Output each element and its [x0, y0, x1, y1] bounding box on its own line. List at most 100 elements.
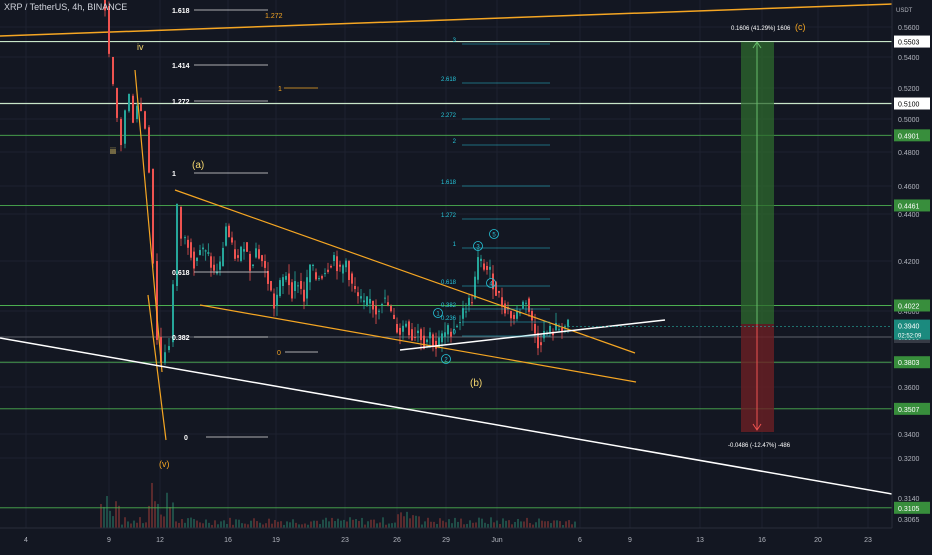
volume-bar [265, 523, 267, 528]
volume-bar [217, 524, 219, 528]
volume-bar [421, 524, 423, 528]
candle-body [390, 306, 392, 312]
candle-body [196, 257, 198, 261]
wave-circle-label-1: 1 [436, 312, 440, 318]
candle-body [366, 296, 368, 306]
candle-body [252, 264, 254, 266]
fib-right-label-9: 0.236 [441, 316, 457, 322]
volume-bar [238, 519, 240, 528]
candle-body [160, 337, 162, 363]
candle-body [300, 281, 302, 289]
current-price-tag [894, 319, 930, 340]
volume-bar [514, 521, 516, 528]
candle-body [378, 310, 380, 312]
candle-body [140, 103, 142, 111]
wave-circle-1 [433, 308, 443, 318]
candle-body [405, 323, 407, 327]
x-tick-10: 9 [628, 537, 632, 544]
volume-bar [460, 518, 462, 528]
wave-circle-label-4: 4 [489, 282, 493, 288]
volume-bar [292, 519, 294, 528]
candle-body [441, 333, 443, 343]
volume-bar [301, 524, 303, 528]
volume-bar [154, 501, 156, 528]
candle-body [345, 260, 347, 268]
volume-bar [187, 518, 189, 528]
candle-body [522, 301, 524, 309]
candle-body [525, 302, 527, 304]
volume-bar [328, 521, 330, 528]
candle-body [222, 247, 224, 266]
volume-bar [463, 524, 465, 528]
candle-body [172, 284, 174, 343]
candle-body [453, 329, 455, 331]
wave-circle-3 [473, 241, 483, 251]
volume-bar [562, 524, 564, 528]
volume-bar [475, 522, 477, 528]
volume-bar [448, 519, 450, 528]
symbol-title: XRP / TetherUS, 4h, BINANCE [4, 2, 128, 12]
candle-body [375, 306, 377, 315]
candle-body [399, 327, 401, 335]
volume-bar [544, 521, 546, 528]
wave-label-b: (b) [470, 378, 482, 389]
wedge-upper-line [174, 189, 636, 354]
volume-bar [388, 523, 390, 528]
volume-bar [112, 516, 114, 528]
volume-bar [223, 520, 225, 528]
candle-body [267, 271, 269, 284]
candle-body [555, 322, 557, 331]
wave-drop-line [134, 69, 163, 373]
fib-left-label-2: 1.272 [172, 99, 190, 106]
candle-body [393, 314, 395, 320]
candle-body [176, 203, 178, 286]
candle-body [360, 296, 362, 299]
x-tick-9: 6 [578, 537, 582, 544]
volume-bar [259, 522, 261, 528]
candle-body [414, 337, 416, 338]
volume-bar [148, 505, 150, 528]
wedge-lower-line [199, 304, 637, 383]
candle-body [462, 308, 464, 319]
candle-body [279, 280, 281, 296]
x-tick-2: 12 [156, 537, 164, 544]
fib-right-label-1: 2.618 [441, 77, 457, 83]
candle-body [124, 110, 126, 144]
volume-bar [163, 516, 165, 528]
volume-bar [226, 523, 228, 528]
candle-body [219, 261, 221, 270]
price-axis[interactable] [892, 0, 932, 550]
volume-bar [346, 521, 348, 528]
volume-bar [490, 517, 492, 528]
volume-bar [424, 521, 426, 528]
volume-bar [469, 520, 471, 528]
candle-body [477, 257, 479, 280]
candle-body [231, 237, 233, 243]
fib-right-label-3: 2 [453, 139, 457, 145]
candle-body [558, 329, 560, 331]
volume-bar [331, 517, 333, 528]
candle-body [330, 266, 332, 268]
x-tick-0: 4 [24, 537, 28, 544]
time-axis[interactable] [0, 528, 932, 550]
fib-left-label-6: 0 [184, 435, 188, 442]
price-tag-label-4: 0.4022 [898, 304, 920, 311]
volume-bar [313, 520, 315, 528]
candle-body [136, 105, 138, 119]
x-tick-7: 29 [442, 537, 450, 544]
volume-bar [370, 519, 372, 528]
y-tick-4: 0.4800 [898, 150, 920, 157]
candle-body [528, 298, 530, 312]
volume-bar [334, 521, 336, 528]
candle-body [429, 332, 431, 339]
volume-bar [364, 524, 366, 528]
volume-bar [358, 520, 360, 528]
volume-bar [184, 522, 186, 528]
up-arrow-icon [752, 41, 762, 49]
volume-bar [472, 522, 474, 528]
candle-body [498, 291, 500, 293]
volume-bar [298, 524, 300, 528]
candle-body [144, 111, 146, 129]
